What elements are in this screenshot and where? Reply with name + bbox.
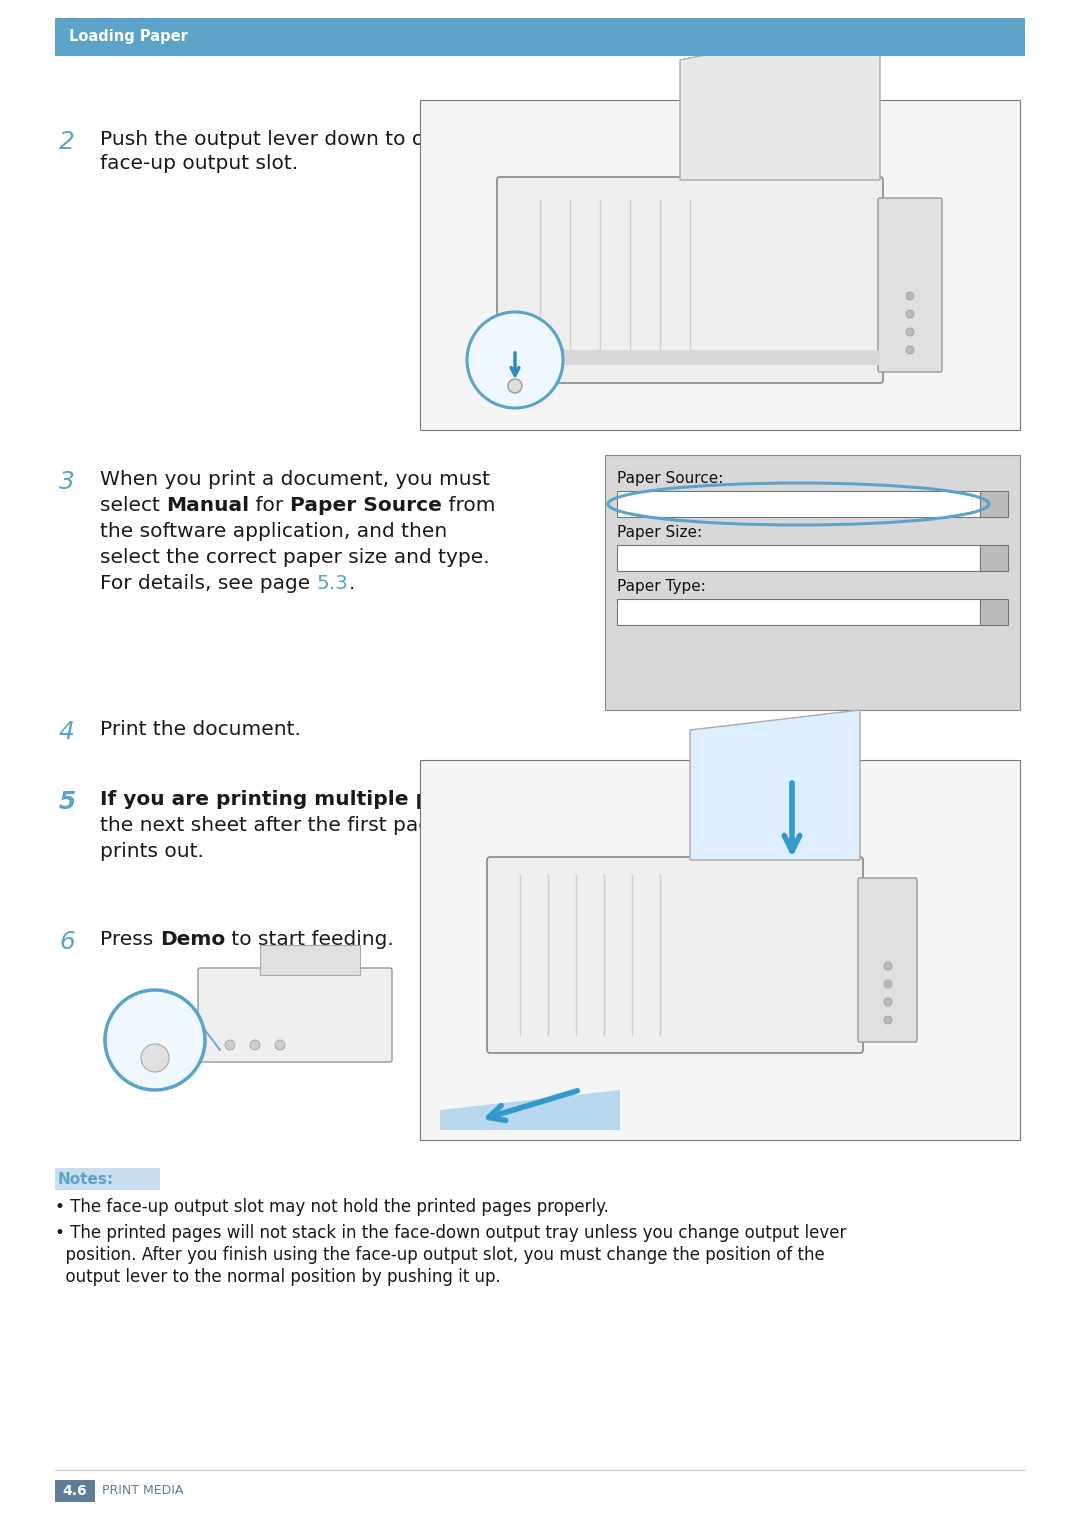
Bar (617, 545, 980, 571)
Text: Manual: Manual (621, 496, 676, 511)
Text: • The face-up output slot may not hold the printed pages properly.: • The face-up output slot may not hold t… (55, 1198, 609, 1216)
Circle shape (906, 291, 914, 301)
Circle shape (508, 378, 522, 394)
Text: 5: 5 (59, 790, 77, 813)
Bar (420, 760, 1020, 1140)
Circle shape (885, 1016, 892, 1024)
Bar (55, 1480, 95, 1502)
Text: Demo: Demo (137, 1039, 173, 1051)
Bar (500, 349, 880, 365)
Text: When you print a document, you must: When you print a document, you must (100, 470, 490, 488)
Text: output lever to the normal position by pushing it up.: output lever to the normal position by p… (55, 1268, 501, 1286)
Bar (605, 455, 1020, 710)
Text: Loading Paper: Loading Paper (69, 29, 188, 44)
Text: the next sheet after the first page: the next sheet after the first page (100, 816, 444, 835)
Text: to start feeding.: to start feeding. (225, 929, 393, 949)
Polygon shape (680, 20, 880, 180)
Text: .: . (349, 574, 355, 594)
Text: Paper Type:: Paper Type: (617, 578, 706, 594)
Circle shape (906, 328, 914, 336)
Text: Paper Size:: Paper Size: (617, 525, 702, 540)
Text: from: from (442, 496, 496, 514)
Text: for: for (249, 496, 291, 514)
Bar (617, 491, 980, 517)
Bar (420, 101, 1020, 430)
Text: Manual: Manual (166, 496, 249, 514)
Text: A4 (210 x 297 mm): A4 (210 x 297 mm) (621, 551, 764, 566)
Bar (617, 600, 980, 626)
Text: 4.6: 4.6 (63, 1483, 87, 1499)
Text: ▼: ▼ (989, 497, 999, 511)
Polygon shape (440, 1090, 620, 1129)
Text: • The printed pages will not stack in the face-down output tray unless you chang: • The printed pages will not stack in th… (55, 1224, 847, 1242)
FancyBboxPatch shape (878, 198, 942, 372)
Circle shape (885, 980, 892, 987)
Circle shape (105, 990, 205, 1090)
FancyBboxPatch shape (858, 877, 917, 1042)
Text: PRINT MEDIA: PRINT MEDIA (102, 1485, 184, 1497)
Circle shape (467, 311, 563, 407)
Circle shape (906, 346, 914, 354)
Text: position. After you finish using the face-up output slot, you must change the po: position. After you finish using the fac… (55, 1247, 825, 1264)
Bar (260, 945, 360, 975)
Text: ▼: ▼ (989, 551, 999, 565)
Text: prints out.: prints out. (100, 842, 204, 861)
Text: 3: 3 (59, 470, 75, 494)
Text: face-up output slot.: face-up output slot. (100, 154, 298, 172)
Text: If you are printing multiple pages, load: If you are printing multiple pages, load (100, 790, 548, 809)
Text: Print the document.: Print the document. (100, 720, 301, 739)
Text: Demo: Demo (160, 929, 225, 949)
Circle shape (225, 1041, 235, 1050)
Text: Press: Press (100, 929, 160, 949)
Text: ▼: ▼ (989, 606, 999, 618)
Text: For details, see page: For details, see page (100, 574, 316, 594)
Circle shape (906, 310, 914, 317)
Circle shape (275, 1041, 285, 1050)
Text: 4: 4 (59, 720, 75, 745)
Text: 6: 6 (59, 929, 75, 954)
Text: Paper Source:: Paper Source: (617, 472, 724, 485)
Text: 5.3: 5.3 (316, 574, 349, 594)
Polygon shape (690, 710, 860, 861)
Text: the software application, and then: the software application, and then (100, 522, 447, 542)
FancyBboxPatch shape (487, 858, 863, 1053)
FancyBboxPatch shape (497, 177, 883, 383)
Circle shape (885, 961, 892, 971)
Bar (55, 1167, 160, 1190)
Bar (980, 600, 1008, 626)
Text: Paper Source: Paper Source (291, 496, 442, 514)
Text: Push the output lever down to open the: Push the output lever down to open the (100, 130, 502, 150)
Text: select the correct paper size and type.: select the correct paper size and type. (100, 548, 489, 568)
Text: Transparency: Transparency (621, 604, 724, 620)
Text: select: select (100, 496, 166, 514)
Bar (980, 545, 1008, 571)
Circle shape (249, 1041, 260, 1050)
Bar (55, 18, 1025, 56)
FancyBboxPatch shape (198, 967, 392, 1062)
Text: 2: 2 (59, 130, 75, 154)
Circle shape (885, 998, 892, 1006)
Bar (980, 491, 1008, 517)
Circle shape (141, 1044, 168, 1071)
Text: Notes:: Notes: (58, 1172, 114, 1187)
